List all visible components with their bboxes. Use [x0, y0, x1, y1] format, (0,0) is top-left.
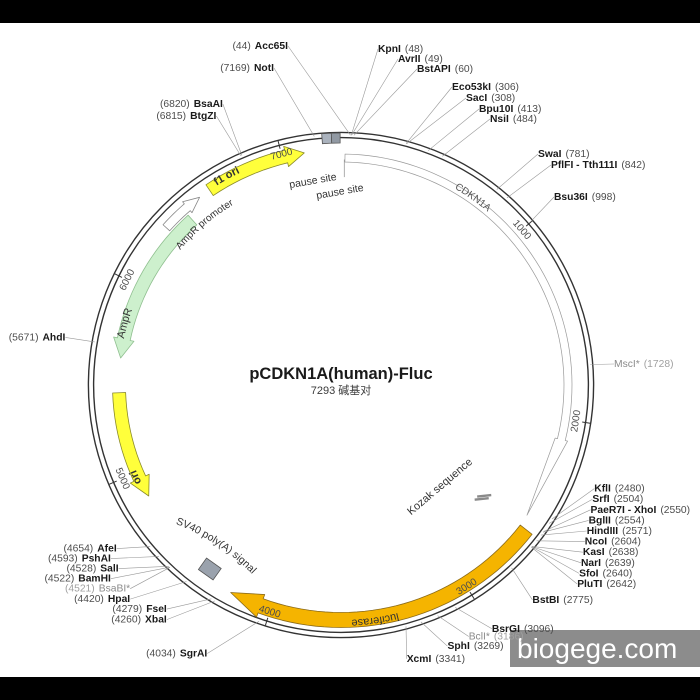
svg-text:CDKN1A: CDKN1A — [453, 182, 493, 215]
svg-text:biogege.com: biogege.com — [517, 633, 677, 664]
svg-text:(6820)BsaAI: (6820) BsaAI — [160, 99, 223, 110]
svg-text:(4521)BsaBI*: (4521) BsaBI* — [65, 584, 130, 595]
svg-text:SrfI(2504): SrfI (2504) — [592, 494, 643, 505]
svg-text:MscI*(1728): MscI* (1728) — [614, 359, 674, 370]
svg-text:KasI(2638): KasI (2638) — [583, 547, 639, 558]
svg-text:BglII(2554): BglII (2554) — [589, 515, 645, 526]
svg-text:(4522)BamHI: (4522) BamHI — [45, 574, 112, 585]
svg-text:SwaI(781): SwaI (781) — [538, 149, 590, 160]
svg-text:pCDKN1A(human)-Fluc: pCDKN1A(human)-Fluc — [249, 365, 432, 383]
svg-text:Eco53kI(306): Eco53kI (306) — [452, 82, 519, 93]
svg-text:(5671)AhdI: (5671) AhdI — [9, 332, 66, 343]
svg-text:SacI(308): SacI (308) — [466, 93, 515, 104]
svg-text:Bsu36I(998): Bsu36I (998) — [554, 192, 616, 203]
svg-text:PflFI - Tth111I(842): PflFI - Tth111I (842) — [551, 160, 645, 171]
svg-text:(4420)HpaI: (4420) HpaI — [74, 594, 130, 605]
svg-text:(4260)XbaI: (4260) XbaI — [111, 615, 167, 626]
svg-text:Kozak sequence: Kozak sequence — [405, 456, 475, 518]
svg-text:7293 碱基对: 7293 碱基对 — [311, 383, 372, 397]
svg-text:KflI(2480): KflI (2480) — [594, 484, 644, 495]
svg-text:(6815)BtgZI: (6815) BtgZI — [156, 111, 216, 122]
svg-text:NsiI(484): NsiI (484) — [490, 114, 537, 125]
svg-text:2000: 2000 — [569, 409, 583, 433]
svg-text:(4528)SalI: (4528) SalI — [67, 564, 119, 575]
svg-text:(4279)FseI: (4279) FseI — [112, 604, 167, 615]
svg-text:NarI(2639): NarI (2639) — [581, 558, 635, 569]
svg-text:(7169)NotI: (7169) NotI — [220, 63, 274, 74]
svg-text:(4654)AfeI: (4654) AfeI — [63, 544, 116, 555]
svg-text:SfoI(2640): SfoI (2640) — [579, 568, 632, 579]
svg-text:BstBI(2775): BstBI (2775) — [532, 595, 593, 606]
svg-text:PaeR7I - XhoI(2550): PaeR7I - XhoI (2550) — [591, 505, 691, 516]
svg-text:NcoI(2604): NcoI (2604) — [585, 537, 641, 548]
svg-text:(44)Acc65I: (44) Acc65I — [232, 41, 288, 52]
svg-text:HindIII(2571): HindIII (2571) — [587, 526, 652, 537]
svg-text:BstAPI(60): BstAPI (60) — [417, 64, 473, 75]
svg-text:SphI(3269): SphI (3269) — [448, 641, 504, 652]
svg-text:PluTI(2642): PluTI (2642) — [577, 579, 636, 590]
svg-text:(4034)SgrAI: (4034) SgrAI — [146, 649, 207, 660]
svg-text:XcmI(3341): XcmI (3341) — [407, 654, 465, 665]
